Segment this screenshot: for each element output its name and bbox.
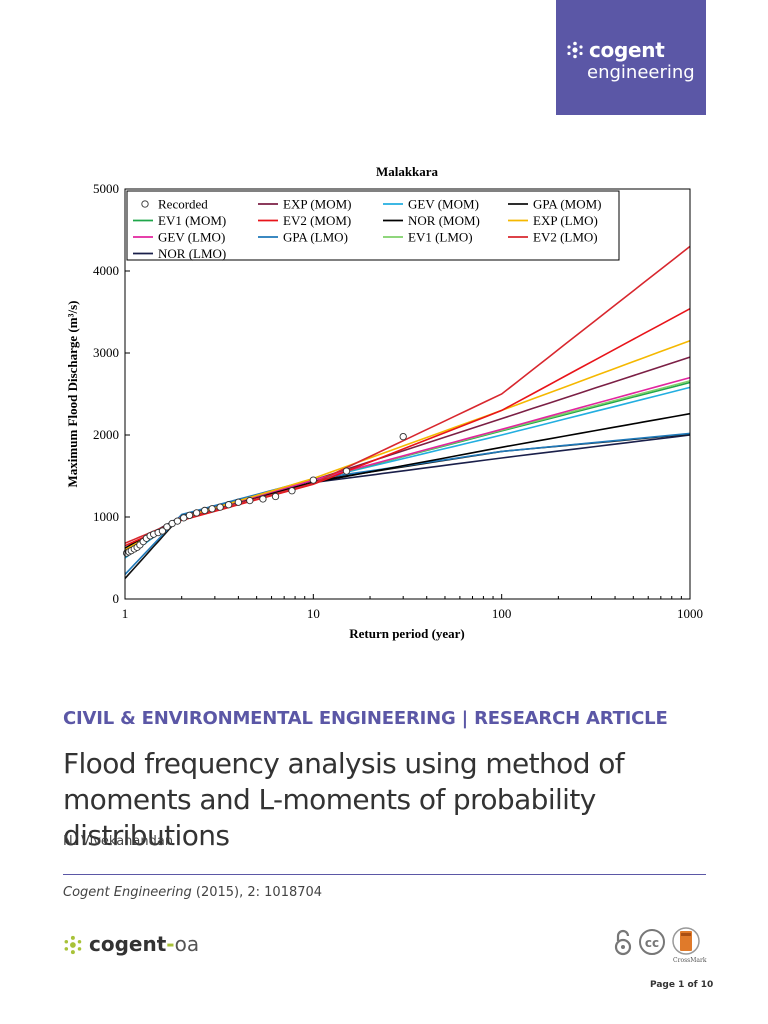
x-tick-label: 10 — [307, 606, 320, 621]
recorded-point — [288, 487, 296, 495]
series-line — [124, 356, 691, 551]
brand-box: cogent engineering — [556, 0, 706, 115]
x-tick-label: 100 — [492, 606, 512, 621]
article-author[interactable]: N. Vivekanandan — [63, 834, 174, 849]
recorded-point — [173, 517, 182, 525]
legend-label: EXP (LMO) — [533, 213, 598, 228]
recorded-point — [216, 503, 224, 511]
legend-label: GEV (MOM) — [408, 197, 479, 212]
journal-name: Cogent Engineering — [63, 885, 192, 900]
legend-label: GPA (MOM) — [533, 197, 602, 212]
x-tick-label: 1000 — [677, 606, 703, 621]
crossmark-label: CrossMark — [673, 957, 707, 964]
y-tick-label: 4000 — [93, 263, 119, 278]
recorded-point — [342, 467, 351, 475]
recorded-points — [122, 432, 407, 557]
recorded-point — [224, 501, 233, 509]
series-line — [124, 412, 691, 549]
article-category: CIVIL & ENVIRONMENTAL ENGINEERING | RESE… — [63, 708, 668, 729]
cogent-logo-icon — [567, 41, 583, 59]
crossmark-icon[interactable] — [672, 927, 700, 955]
recorded-point — [246, 496, 254, 505]
chart-title: Malakkara — [376, 164, 439, 179]
legend-label: EV1 (LMO) — [408, 230, 473, 245]
flood-frequency-chart: Malakkara 0 1000 2000 3000 4000 5000 1 10 100 100… — [65, 164, 703, 641]
cogent-oa-logo[interactable]: cogent-oa — [63, 932, 199, 958]
legend-label: EV1 (MOM) — [158, 213, 226, 228]
recorded-point — [192, 509, 201, 517]
cogent-oa-logo-icon — [64, 935, 82, 955]
chart-legend: Recorded EXP (MOM) GEV (MOM) GPA (MOM) EV1 (… — [126, 190, 620, 261]
recorded-point — [185, 511, 194, 520]
y-tick-label: 5000 — [93, 181, 119, 196]
legend-label: EXP (MOM) — [283, 197, 352, 212]
series-line — [124, 386, 691, 559]
legend-label: NOR (LMO) — [158, 246, 226, 261]
recorded-point — [234, 498, 243, 506]
recorded-point — [208, 505, 216, 513]
x-axis-label: Return period (year) — [349, 626, 465, 641]
open-access-icon[interactable] — [614, 929, 632, 956]
plot-frame — [124, 188, 691, 600]
recorded-point — [158, 527, 167, 535]
y-tick-label: 1000 — [93, 509, 119, 524]
legend-label: GPA (LMO) — [283, 230, 348, 245]
article-citation: Cogent Engineering (2015), 2: 1018704 — [63, 885, 322, 900]
recorded-point — [309, 476, 317, 484]
y-tick-label: 0 — [113, 591, 120, 606]
brand-name-text: cogent — [589, 38, 665, 62]
recorded-point — [201, 506, 209, 515]
brand-name: cogent — [566, 38, 665, 62]
article-title: Flood frequency analysis using method of… — [63, 747, 625, 852]
series-layer — [124, 245, 691, 580]
legend-label: NOR (MOM) — [408, 213, 480, 228]
legend-label: EV2 (LMO) — [533, 230, 598, 245]
page-number: Page 1 of 10 — [650, 980, 714, 990]
citation-details: (2015), 2: 1018704 — [191, 885, 323, 900]
legend-marker — [141, 200, 149, 208]
recorded-point — [399, 432, 407, 441]
svg-text:cc: cc — [645, 936, 659, 950]
recorded-point — [163, 523, 171, 531]
x-tick-label: 1 — [122, 606, 129, 621]
legend-label: Recorded — [158, 197, 208, 212]
divider — [63, 874, 706, 875]
y-tick-label: 3000 — [93, 345, 119, 360]
recorded-point — [259, 495, 267, 503]
recorded-point — [271, 492, 280, 501]
license-badges: cc — [614, 927, 700, 956]
logo-dash: - — [166, 932, 175, 956]
legend-box — [126, 190, 620, 261]
legend-label: EV2 (MOM) — [283, 213, 351, 228]
creative-commons-icon[interactable]: cc — [639, 929, 665, 955]
legend-label: GEV (LMO) — [158, 230, 225, 245]
series-line — [124, 434, 691, 549]
logo-text-oa: oa — [174, 932, 200, 956]
logo-text-cogent: cogent — [89, 932, 167, 956]
brand-subtitle: engineering — [587, 62, 695, 83]
y-axis-label: Maximum Flood Discharge (m³/s) — [65, 301, 80, 488]
series-line — [124, 245, 691, 544]
y-tick-label: 2000 — [93, 427, 119, 442]
